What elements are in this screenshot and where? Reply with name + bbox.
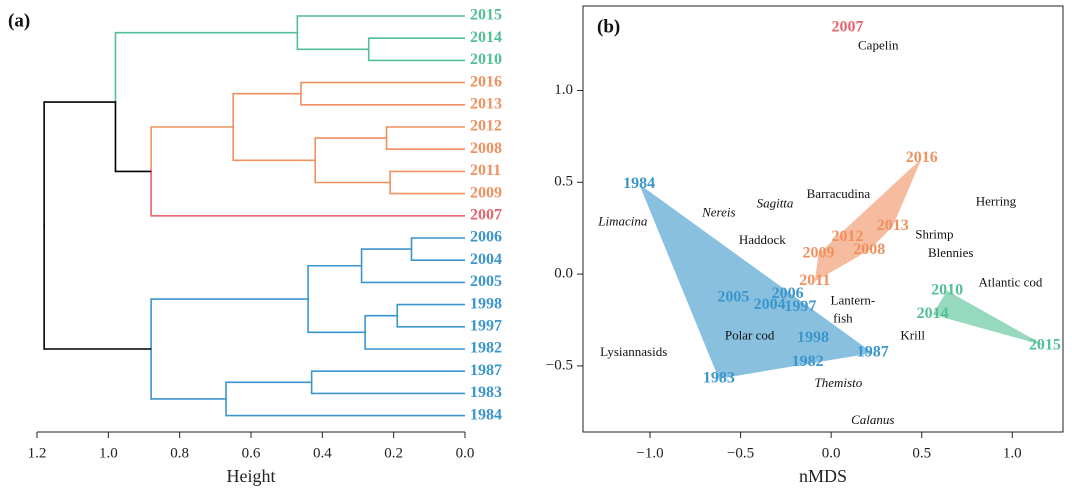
leaf-label: 2016	[470, 73, 502, 90]
year-label: 1983	[703, 369, 735, 386]
species-label: Themisto	[815, 375, 863, 390]
leaf-label: 1984	[470, 406, 502, 423]
species-label: Herring	[976, 193, 1017, 208]
x-tick-label: 0.2	[384, 445, 403, 461]
year-label: 2015	[1029, 336, 1061, 353]
species-label: Nereis	[701, 204, 735, 219]
year-label: 1984	[623, 175, 655, 192]
leaf-label: 1997	[470, 317, 502, 334]
x-tick-label: 0.0	[456, 445, 475, 461]
x-tick-label: 1.0	[99, 445, 118, 461]
group-hull	[639, 184, 873, 379]
species-label: fish	[833, 311, 853, 326]
x-tick-label: 0.4	[313, 445, 332, 461]
leaf-label: 2006	[470, 229, 502, 246]
x-tick-label: −0.5	[727, 445, 754, 461]
year-label: 2013	[877, 217, 909, 234]
leaf-label: 1987	[470, 362, 502, 379]
species-label: Blennies	[928, 245, 974, 260]
species-label: Lantern-	[831, 293, 876, 308]
species-label: Barracudina	[807, 186, 871, 201]
leaf-label: 1982	[470, 340, 502, 357]
x-tick-label: 1.0	[1003, 445, 1022, 461]
leaf-label: 1998	[470, 295, 502, 312]
leaf-label: 2015	[470, 7, 502, 24]
x-tick-label: −1.0	[636, 445, 663, 461]
year-label: 2016	[906, 149, 938, 166]
species-label: Shrimp	[915, 227, 953, 242]
leaf-label: 2012	[470, 118, 502, 135]
group-hull	[932, 290, 1045, 346]
x-axis-title: nMDS	[799, 466, 847, 486]
year-label: 2004	[754, 296, 786, 313]
year-label: 1987	[857, 344, 889, 361]
leaf-label: 2009	[470, 184, 502, 201]
leaf-label: 2005	[470, 273, 502, 290]
y-tick-label: 1.0	[554, 82, 573, 98]
species-label: Limacina	[597, 214, 648, 229]
group-hull	[814, 158, 922, 282]
year-label: 2009	[802, 245, 834, 262]
year-label: 1998	[797, 329, 829, 346]
species-label: Sagitta	[757, 195, 794, 210]
year-label: 2007	[831, 19, 863, 36]
year-label: 2012	[831, 228, 863, 245]
species-label: Atlantic cod	[979, 274, 1043, 289]
species-label: Polar cod	[725, 328, 775, 343]
y-tick-label: 0.5	[554, 174, 573, 190]
year-label: 2014	[917, 305, 949, 322]
species-label: Haddock	[739, 232, 786, 247]
species-label: Capelin	[858, 37, 899, 52]
x-tick-label: 0.8	[170, 445, 189, 461]
year-label: 2010	[931, 281, 963, 298]
leaf-label: 2010	[470, 51, 502, 68]
year-label: 1997	[784, 298, 816, 315]
year-label: 2006	[772, 285, 804, 302]
leaf-label: 2014	[470, 29, 502, 46]
x-tick-label: 0.5	[912, 445, 931, 461]
plot-frame	[582, 5, 1064, 433]
leaf-label: 2004	[470, 251, 502, 268]
panel-label: (a)	[8, 10, 30, 31]
y-tick-label: −0.5	[546, 357, 573, 373]
species-label: Lysiannasids	[600, 344, 667, 359]
year-label: 1982	[792, 353, 824, 370]
y-tick-label: 0.0	[554, 266, 573, 282]
year-label: 2011	[799, 272, 830, 289]
x-tick-label: 1.2	[28, 445, 47, 461]
species-label: Calanus	[851, 412, 894, 427]
leaf-label: 2008	[470, 140, 502, 157]
species-label: Krill	[900, 328, 925, 343]
x-tick-label: 0.0	[822, 445, 841, 461]
leaf-label: 2011	[470, 162, 501, 179]
leaf-label: 2007	[470, 206, 502, 223]
leaf-label: 1983	[470, 384, 502, 401]
year-label: 2005	[717, 289, 749, 306]
x-tick-label: 0.6	[242, 445, 261, 461]
x-axis-title: Height	[227, 466, 276, 486]
panel-label: (b)	[597, 16, 620, 37]
leaf-label: 2013	[470, 95, 502, 112]
year-label: 2008	[853, 241, 885, 258]
